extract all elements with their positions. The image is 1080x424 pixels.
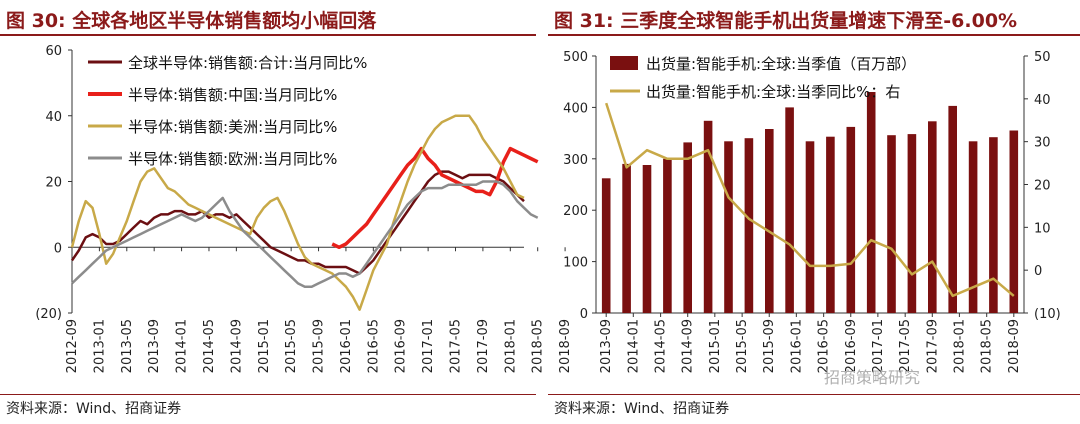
right-bar — [805, 141, 815, 313]
right-x-tick-label: 2016-01 — [789, 319, 804, 373]
right-x-tick-label: 2015-05 — [735, 319, 750, 373]
left-x-tick-label: 2016-01 — [339, 319, 354, 373]
left-x-tick-label: 2017-09 — [476, 319, 491, 373]
right-chart-source: 资料来源：Wind、招商证券 — [554, 401, 730, 417]
right-left-tick-label: 200 — [563, 204, 588, 219]
right-right-tick-label: 50 — [1034, 50, 1051, 65]
right-x-tick-label: 2017-01 — [871, 319, 886, 373]
left-series-line-europe — [71, 180, 539, 288]
right-left-tick-label: 0 — [580, 307, 588, 322]
right-bar — [683, 142, 692, 313]
right-source-rule — [548, 394, 1080, 395]
left-legend-label-china: 半导体:销售额:中国:当月同比% — [128, 86, 337, 104]
right-x-tick-label: 2016-05 — [817, 319, 832, 373]
right-x-tick-label: 2014-05 — [654, 319, 669, 373]
right-chart-panel: 图 31: 三季度全球智能手机出货量增速下滑至-6.00% 500 400 300 2… — [548, 0, 1080, 424]
right-bar — [846, 126, 856, 314]
right-legend-label-bar: 出货量:智能手机:全球:当季值（百万部） — [646, 55, 916, 73]
right-bar — [866, 92, 876, 313]
left-legend-label-americas: 半导体:销售额:美洲:当月同比% — [128, 118, 337, 136]
right-right-tick-label: 20 — [1034, 179, 1051, 194]
right-bar — [724, 141, 733, 313]
right-legend-swatch-bar — [610, 56, 638, 70]
right-bar — [928, 121, 937, 313]
left-x-tick-label: 2017-01 — [421, 319, 436, 373]
right-bar — [663, 158, 672, 313]
right-x-tick-label: 2015-09 — [762, 319, 777, 373]
right-right-tick-label: 0 — [1034, 264, 1042, 279]
left-x-tick-label: 2012-09 — [65, 319, 80, 373]
left-x-tick-label: 2018-01 — [503, 319, 518, 373]
left-chart-title: 图 30: 全球各地区半导体销售额均小幅回落 — [6, 10, 377, 32]
right-bar — [826, 136, 835, 313]
left-y-tick-label: 60 — [45, 44, 62, 59]
left-x-tick-label: 2014-05 — [202, 319, 217, 373]
right-bar — [948, 105, 957, 314]
right-right-tick-label: 10 — [1034, 221, 1051, 236]
right-chart-title: 图 31: 三季度全球智能手机出货量增速下滑至-6.00% — [554, 10, 1018, 32]
right-x-tick-label: 2013-09 — [599, 319, 614, 373]
left-x-tick-label: 2015-01 — [257, 319, 272, 373]
right-right-tick-label: (10) — [1034, 307, 1061, 322]
left-series-line-global — [70, 170, 525, 275]
right-title-rule — [548, 34, 1080, 36]
left-legend-label-europe: 半导体:销售额:欧洲:当月同比% — [128, 150, 337, 168]
right-right-tick-label: 30 — [1034, 136, 1051, 151]
right-bar — [744, 138, 754, 313]
left-x-tick-label: 2018-09 — [558, 319, 573, 373]
right-left-tick-label: 300 — [563, 153, 588, 168]
left-x-tick-label: 2013-05 — [120, 319, 135, 373]
left-legend-label-global: 全球半导体:销售额:合计:当月同比% — [128, 54, 367, 72]
right-x-tick-label: 2017-09 — [925, 319, 940, 373]
right-left-tick-label: 100 — [563, 256, 588, 271]
left-series-line-americas — [70, 114, 525, 311]
watermark-logo: 招商策略研究 — [824, 368, 921, 387]
left-series-line-china — [331, 146, 539, 250]
right-left-tick-label: 500 — [563, 50, 588, 65]
left-x-tick-label: 2016-09 — [394, 319, 409, 373]
left-x-tick-label: 2015-05 — [284, 319, 299, 373]
right-bar — [642, 165, 652, 313]
right-x-tick-label: 2014-09 — [681, 319, 696, 373]
right-right-tick-label: 40 — [1034, 93, 1051, 108]
right-bar — [1009, 130, 1019, 313]
right-bar — [785, 107, 794, 314]
left-x-tick-label: 2013-09 — [147, 319, 162, 373]
right-x-tick-label: 2018-05 — [980, 319, 995, 373]
left-chart-source: 资料来源：Wind、招商证券 — [6, 401, 182, 417]
right-x-tick-label: 2015-01 — [708, 319, 723, 373]
left-y-tick-label: (20) — [35, 307, 62, 322]
left-x-tick-label: 2015-09 — [312, 319, 327, 373]
right-bar — [601, 178, 611, 313]
right-x-tick-label: 2014-01 — [626, 319, 641, 373]
left-chart-plot: 60 40 20 0 (20)2012-09 2013-01 2013-05 2013-09 2… — [35, 44, 573, 373]
left-x-tick-label: 2018-05 — [531, 319, 546, 373]
right-bar — [765, 129, 774, 313]
right-x-tick-label: 2018-01 — [952, 319, 967, 373]
right-x-tick-label: 2016-09 — [844, 319, 859, 373]
right-bar — [622, 163, 631, 313]
left-y-tick-label: 0 — [54, 241, 62, 256]
left-source-rule — [0, 394, 536, 395]
right-x-tick-label: 2017-05 — [898, 319, 913, 373]
left-title-rule — [0, 34, 536, 36]
right-bar — [989, 137, 998, 313]
left-chart-panel: 图 30: 全球各地区半导体销售额均小幅回落 60 40 20 0 (20) 2012-0… — [0, 0, 573, 424]
left-x-tick-label: 2014-09 — [229, 319, 244, 373]
right-x-tick-label: 2018-09 — [1007, 319, 1022, 373]
left-y-tick-label: 20 — [45, 176, 62, 191]
left-y-tick-label: 40 — [45, 110, 62, 125]
left-x-tick-label: 2014-01 — [175, 319, 190, 373]
left-x-tick-label: 2013-01 — [92, 319, 107, 373]
right-left-tick-label: 400 — [563, 101, 588, 116]
right-bar — [703, 120, 713, 313]
right-legend-label-line: 出货量:智能手机:全球:当季同比%：右 — [646, 83, 900, 101]
right-bar — [968, 141, 978, 313]
left-x-tick-label: 2017-05 — [449, 319, 464, 373]
left-x-tick-label: 2016-05 — [366, 319, 381, 373]
right-bar — [907, 134, 917, 313]
right-growth-line — [605, 102, 1015, 298]
right-bar — [887, 135, 896, 313]
